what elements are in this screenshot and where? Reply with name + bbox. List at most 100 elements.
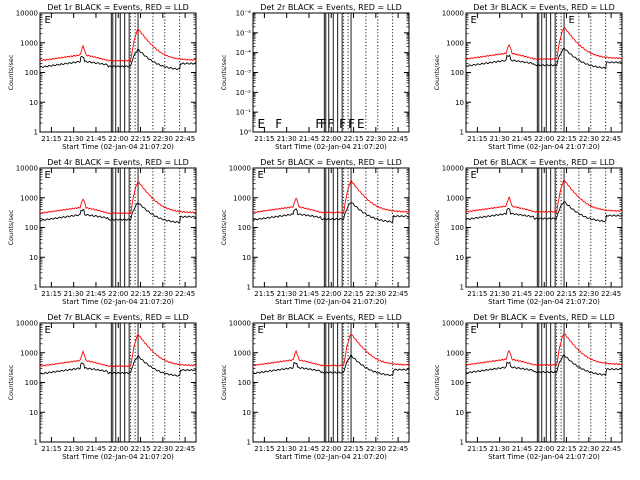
x-tick-label: 21:45 [512, 290, 532, 298]
lld-series-line [40, 180, 196, 215]
x-tick-label: 22:45 [388, 135, 408, 143]
x-axis-label: Start Time (02-Jan-04 21:07:20) [488, 298, 600, 306]
y-tick-label: 10 [29, 254, 38, 262]
x-tick-label: 21:15 [467, 135, 487, 143]
y-tick-label: 1 [247, 284, 251, 292]
x-tick-label: 21:45 [299, 290, 319, 298]
x-tick-label: 21:30 [490, 290, 510, 298]
y-tick-label: 10⁻⁴ [236, 49, 252, 57]
plot-frame [252, 167, 410, 288]
flag-label: E [257, 325, 263, 336]
flag-label: E [470, 15, 476, 26]
y-tick-label: 1 [34, 284, 38, 292]
x-tick-label: 22:45 [601, 445, 621, 453]
y-tick-label: 10⁻⁶ [236, 10, 252, 18]
y-tick-label: 10 [29, 99, 38, 107]
x-tick-label: 22:30 [153, 135, 173, 143]
detector-panel-1: Det 1r BLACK = Events, RED = LLD 1 10 100 10… [7, 3, 197, 151]
x-tick-label: 22:45 [601, 290, 621, 298]
x-axis-label: Start Time (02-Jan-04 21:07:20) [488, 143, 600, 151]
x-tick-label: 21:30 [64, 135, 84, 143]
x-tick-label: 21:45 [512, 445, 532, 453]
x-tick-label: 21:45 [86, 445, 106, 453]
y-axis-label: Counts/sec [220, 54, 228, 90]
x-tick-label: 22:15 [343, 290, 363, 298]
y-tick-label: 1000 [233, 194, 251, 202]
y-tick-label: 100 [25, 224, 38, 232]
flag-label: E [257, 117, 265, 131]
x-tick-label: 21:15 [41, 445, 61, 453]
x-tick-label: 22:00 [534, 290, 554, 298]
panel-title: Det 1r BLACK = Events, RED = LLD [47, 3, 189, 12]
y-tick-label: 10 [29, 409, 38, 417]
lld-series-line [466, 178, 622, 213]
y-tick-label: 1000 [20, 39, 38, 47]
detector-panel-9: Det 9r BLACK = Events, RED = LLD 1 10 100 10… [433, 313, 623, 461]
y-tick-label: 10000 [16, 10, 38, 18]
x-tick-label: 22:15 [130, 445, 150, 453]
y-tick-label: 1000 [20, 194, 38, 202]
flag-label: F [339, 117, 346, 131]
y-tick-label: 1 [34, 129, 38, 137]
y-tick-label: 1000 [446, 194, 464, 202]
x-tick-label: 21:45 [299, 445, 319, 453]
x-tick-label: 21:45 [86, 135, 106, 143]
x-axis-label: Start Time (02-Jan-04 21:07:20) [275, 143, 387, 151]
x-axis-label: Start Time (02-Jan-04 21:07:20) [62, 453, 174, 461]
lld-series-line [253, 333, 409, 367]
detector-panel-8: Det 8r BLACK = Events, RED = LLD 1 10 100 10… [220, 313, 410, 461]
y-tick-label: 10 [455, 409, 464, 417]
events-series-line [466, 353, 622, 377]
plot-frame [39, 167, 197, 288]
x-tick-label: 21:30 [277, 290, 297, 298]
y-axis-label: Counts/sec [7, 54, 15, 90]
flag-label: E [357, 117, 365, 131]
x-tick-label: 21:30 [64, 445, 84, 453]
y-tick-label: 10⁻⁵ [236, 29, 252, 37]
panel-title: Det 4r BLACK = Events, RED = LLD [47, 158, 189, 167]
events-series-line [253, 202, 409, 223]
x-tick-label: 22:45 [388, 445, 408, 453]
y-axis-label: Counts/sec [220, 364, 228, 400]
flag-label: E [569, 15, 575, 26]
events-series-line [466, 201, 622, 223]
y-tick-label: 10000 [229, 165, 251, 173]
x-tick-label: 22:00 [108, 290, 128, 298]
plot-frame [465, 167, 623, 288]
y-tick-label: 10000 [16, 320, 38, 328]
y-tick-label: 100 [25, 379, 38, 387]
x-tick-label: 22:45 [175, 135, 195, 143]
y-tick-label: 1000 [446, 349, 464, 357]
x-tick-label: 22:00 [321, 445, 341, 453]
detector-panel-2: Det 2r BLACK = Events, RED = LLD 10⁰ 10⁻¹ 1… [220, 3, 410, 151]
x-tick-label: 21:30 [277, 135, 297, 143]
x-tick-label: 22:45 [175, 445, 195, 453]
x-tick-label: 22:00 [534, 445, 554, 453]
x-tick-label: 22:30 [579, 135, 599, 143]
y-tick-label: 1 [460, 439, 464, 447]
detector-panel-5: Det 5r BLACK = Events, RED = LLD 1 10 100 10… [220, 158, 410, 306]
flag-label: E [470, 170, 476, 181]
y-tick-label: 1000 [20, 349, 38, 357]
y-axis-label: Counts/sec [7, 364, 15, 400]
y-axis-label: Counts/sec [433, 54, 441, 90]
x-tick-label: 22:30 [366, 445, 386, 453]
y-tick-label: 10000 [442, 165, 464, 173]
y-tick-label: 1 [247, 439, 251, 447]
x-tick-label: 21:15 [467, 445, 487, 453]
flag-label: F [315, 117, 322, 131]
plot-frame [39, 12, 197, 133]
y-tick-label: 10⁻² [236, 89, 252, 97]
detector-panel-7: Det 7r BLACK = Events, RED = LLD 1 10 100 10… [7, 313, 197, 461]
events-series-line [253, 353, 409, 377]
x-tick-label: 22:00 [321, 290, 341, 298]
y-tick-label: 10 [455, 99, 464, 107]
x-tick-label: 22:15 [343, 135, 363, 143]
flag-label: E [44, 15, 50, 26]
x-tick-label: 21:30 [64, 290, 84, 298]
x-tick-label: 22:30 [579, 290, 599, 298]
x-tick-label: 21:15 [254, 135, 274, 143]
lld-series-line [40, 333, 196, 368]
y-tick-label: 10000 [229, 320, 251, 328]
lld-series-line [253, 179, 409, 214]
